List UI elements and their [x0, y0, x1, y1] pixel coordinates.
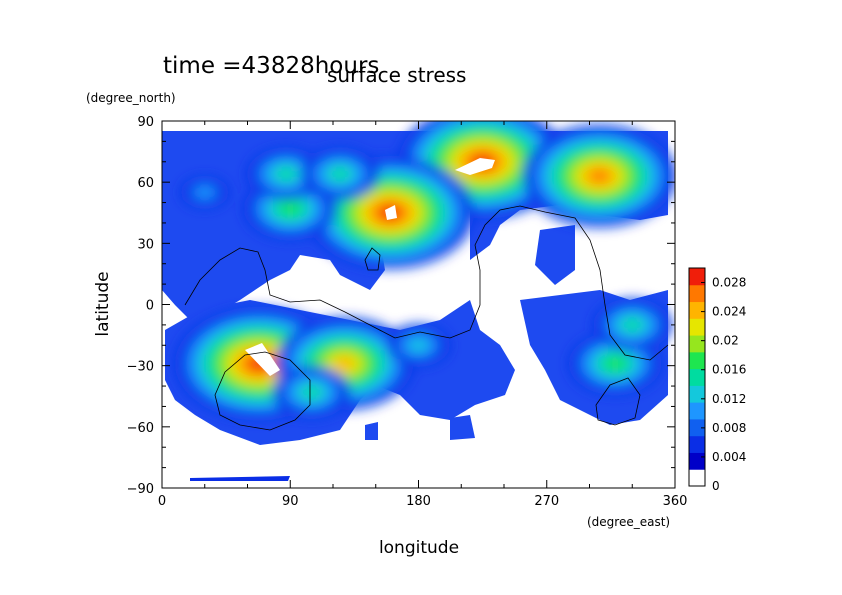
y-tick-label: −60 — [127, 421, 154, 436]
stress-hotspot — [276, 168, 295, 181]
stress-hotspot — [409, 339, 428, 352]
colorbar-swatch — [689, 318, 705, 336]
colorbar-swatch — [689, 385, 705, 403]
colorbar-swatch — [689, 435, 705, 453]
colorbar-swatch — [689, 268, 705, 286]
colorbar-tick-label: 0.02 — [712, 334, 739, 348]
colorbar-swatch — [689, 351, 705, 370]
colorbar-swatch — [689, 452, 705, 470]
colorbar: 0 0.004 0.008 0.012 0.016 0.02 0.024 0.028 — [688, 267, 746, 493]
stress-hotspot — [281, 202, 300, 215]
colorbar-tick-label: 0.012 — [712, 392, 746, 406]
colorbar-tick-label: 0.024 — [712, 305, 746, 319]
stress-hotspot — [590, 170, 609, 183]
y-tick-label: −90 — [127, 482, 154, 497]
y-axis-label: latitude — [93, 271, 113, 336]
coastline — [364, 247, 381, 271]
stress-field-base — [535, 225, 575, 285]
saturated-core — [455, 158, 495, 175]
stress-hotspot — [623, 318, 642, 331]
coastline — [214, 351, 311, 431]
chart-title: surface stress — [327, 63, 466, 87]
y-tick-label: 30 — [137, 237, 154, 252]
x-tick-label: 90 — [282, 494, 299, 509]
y-tick-label: 60 — [137, 176, 154, 191]
colorbar-tick-label: 0.028 — [712, 276, 746, 290]
colorbar-frame — [688, 267, 706, 487]
x-axis-units: (degree_east) — [587, 515, 670, 529]
saturated-core — [385, 205, 397, 220]
stress-hotspot — [331, 168, 350, 181]
stress-field-base — [365, 422, 378, 440]
colorbar-tick-label: 0.016 — [712, 363, 746, 377]
colorbar-tick-label: 0.004 — [712, 450, 746, 464]
stress-hotspot — [302, 386, 321, 399]
colorbar-swatch — [689, 335, 705, 353]
coastline — [595, 377, 641, 426]
x-tick-label: 270 — [534, 494, 559, 509]
saturated-core — [245, 343, 280, 376]
y-axis-units: (degree_north) — [86, 91, 176, 105]
colorbar-swatch — [689, 284, 705, 303]
coastline — [184, 205, 669, 361]
x-tick-label: 0 — [158, 494, 166, 509]
colorbar-swatch — [689, 368, 705, 386]
stress-hotspot — [335, 357, 354, 370]
colorbar-swatch — [689, 469, 705, 487]
stress-field-base — [190, 476, 290, 481]
y-tick-label: 90 — [137, 115, 154, 130]
x-axis-label: longitude — [379, 538, 459, 558]
stress-field-base — [450, 415, 475, 440]
stress-hotspot — [606, 357, 625, 370]
y-tick-label: −30 — [127, 360, 154, 375]
colorbar-tick-label: 0.008 — [712, 421, 746, 435]
y-tick-label: 0 — [146, 299, 154, 314]
colorbar-swatch — [689, 301, 705, 319]
stress-hotspot — [195, 186, 214, 199]
colorbar-swatch — [689, 402, 705, 420]
x-tick-label: 180 — [406, 494, 431, 509]
x-tick-label: 360 — [663, 494, 688, 509]
colorbar-tick-label: 0 — [712, 479, 720, 493]
chart-subtitle: time =43828hours — [163, 53, 379, 79]
colorbar-swatch — [689, 418, 705, 437]
